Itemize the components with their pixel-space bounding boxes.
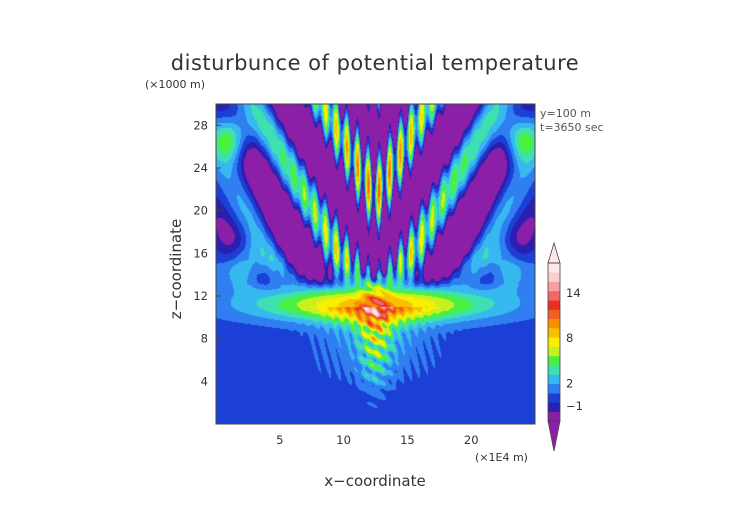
plot-frame <box>215 103 536 425</box>
colorbar-segment <box>548 328 560 338</box>
colorbar-segment <box>548 411 560 422</box>
colorbar-tick-label: 14 <box>566 286 581 300</box>
colorbar-segment <box>548 393 560 403</box>
colorbar-extend-bottom <box>547 420 561 452</box>
plot-area <box>215 103 536 425</box>
x-axis-label: x−coordinate <box>324 472 425 490</box>
colorbar <box>547 241 561 452</box>
y-tick-label: 4 <box>201 374 208 388</box>
x-tick-label: 20 <box>464 433 479 447</box>
colorbar-extend-top <box>547 241 561 264</box>
colorbar-tick-label: 2 <box>566 376 573 390</box>
y-tick-label: 12 <box>193 289 208 303</box>
colorbar-segment <box>548 365 560 375</box>
colorbar-segment <box>548 337 560 347</box>
colorbar-segment <box>548 263 560 273</box>
heatmap-canvas <box>216 104 535 424</box>
colorbar-frame <box>547 262 561 422</box>
colorbar-segment <box>548 402 560 413</box>
x-tick-label: 15 <box>400 433 415 447</box>
y-ticks: 4 8 12 16 20 24 28 <box>193 118 221 388</box>
colorbar-segment <box>548 383 560 394</box>
colorbar-segment <box>548 355 560 366</box>
y-tick-label: 24 <box>193 161 208 175</box>
y-tick-label: 20 <box>193 204 208 218</box>
colorbar-ticks: 14 8 2 −1 <box>566 286 583 413</box>
colorbar-segment <box>548 281 560 292</box>
x-axis-unit: (×1E4 m) <box>475 451 528 464</box>
colorbar-segment <box>548 346 560 357</box>
x-tick-label: 10 <box>336 433 351 447</box>
colorbar-segment <box>548 374 560 385</box>
annotation-y: y=100 m <box>540 107 591 120</box>
colorbar-segment <box>548 300 560 310</box>
x-ticks: 5 10 15 20 <box>276 419 479 447</box>
y-axis-unit: (×1000 m) <box>145 78 205 91</box>
heatmap-foreign <box>216 104 535 424</box>
annotation-t: t=3650 sec <box>540 121 604 134</box>
colorbar-segment <box>548 309 560 320</box>
colorbar-segment <box>548 272 560 282</box>
colorbar-tick-label: 8 <box>566 331 573 345</box>
y-tick-label: 28 <box>193 118 208 132</box>
colorbar-segment <box>548 318 560 329</box>
y-axis-label: z−coordinate <box>167 219 185 319</box>
chart-title: disturbunce of potential temperature <box>171 51 579 75</box>
y-tick-label: 8 <box>201 332 208 346</box>
x-tick-label: 5 <box>276 433 283 447</box>
y-tick-label: 16 <box>193 246 208 260</box>
colorbar-tick-label: −1 <box>566 399 583 413</box>
colorbar-segment <box>548 290 560 301</box>
